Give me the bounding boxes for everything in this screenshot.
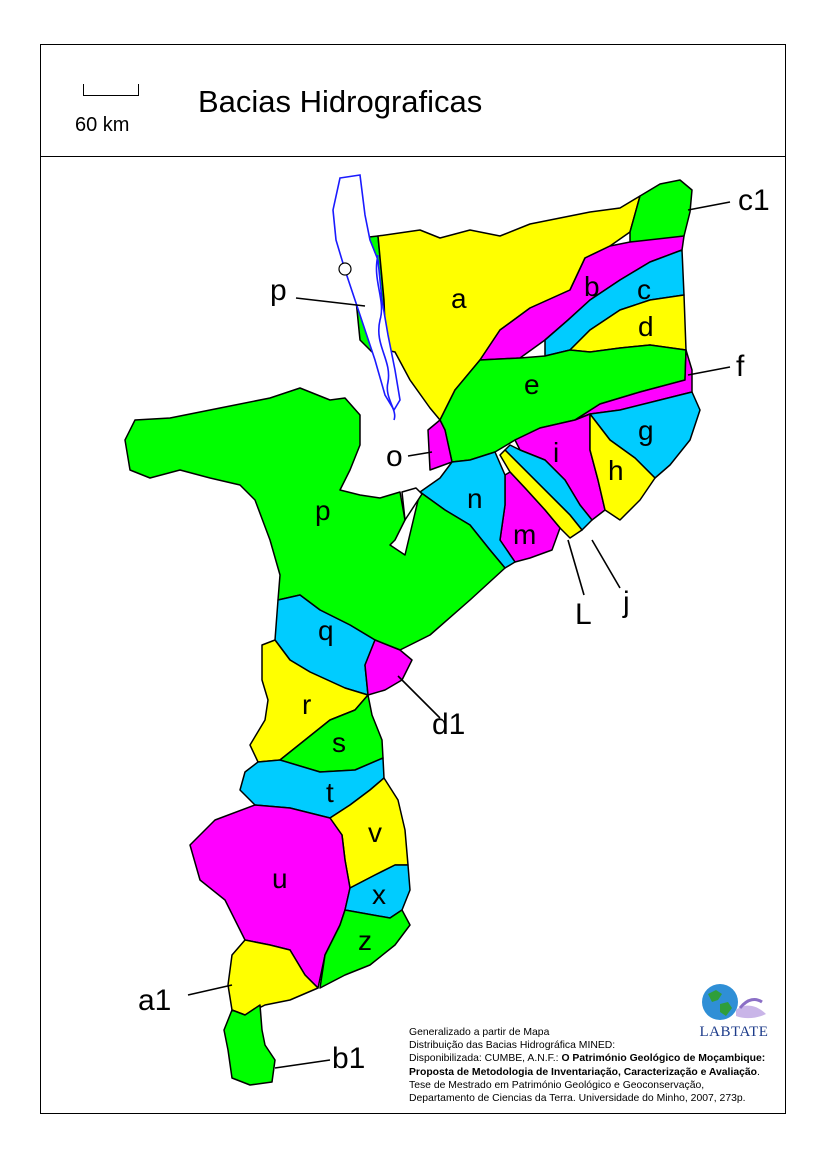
source-line-4: Proposta de Metodologia de Inventariação… xyxy=(409,1066,765,1079)
label-u: u xyxy=(272,863,288,894)
label-n: n xyxy=(467,483,483,514)
labtate-logo: LABTATE xyxy=(686,980,782,1040)
basin-c1[interactable] xyxy=(629,179,693,243)
map-title: Bacias Hidrograficas xyxy=(198,84,483,119)
label-p: p xyxy=(315,495,331,526)
basin-o[interactable] xyxy=(427,419,453,471)
callout-b1: b1 xyxy=(332,1042,365,1075)
label-d: d xyxy=(638,311,654,342)
source-line-2: Distribuição das Bacias Hidrográfica MIN… xyxy=(409,1040,616,1052)
source-line-4-suffix: . xyxy=(757,1066,760,1078)
basin-d1[interactable] xyxy=(364,639,413,696)
label-r: r xyxy=(302,689,311,720)
river-shire xyxy=(375,254,396,421)
source-line-3: Disponibilizada: CUMBE, A.N.F.: O Patrim… xyxy=(409,1052,765,1065)
logo-text: LABTATE xyxy=(699,1024,769,1040)
callout-f: f xyxy=(736,350,745,383)
label-a: a xyxy=(451,283,467,314)
basin-z[interactable] xyxy=(319,909,411,989)
basin-b1[interactable] xyxy=(223,1004,276,1086)
callout-d1: d1 xyxy=(432,708,465,741)
scale-bar xyxy=(83,84,139,96)
source-line-3-bold: O Património Geológico de Moçambique: xyxy=(561,1053,766,1065)
source-note: Generalizado a partir de Mapa Distribuiç… xyxy=(409,1026,765,1105)
basin-h[interactable] xyxy=(589,413,656,521)
source-line-5: Tese de Mestrado em Património Geológico… xyxy=(409,1079,705,1091)
source-line-3-prefix: Disponibilizada: CUMBE, A.N.F.: xyxy=(409,1053,562,1065)
callout-a1: a1 xyxy=(138,984,171,1017)
label-b: b xyxy=(584,271,600,302)
callout-L: L xyxy=(575,598,592,631)
label-v: v xyxy=(368,817,382,848)
label-q: q xyxy=(318,615,334,646)
label-c: c xyxy=(637,274,651,305)
basin-p[interactable] xyxy=(124,387,506,651)
label-x: x xyxy=(372,879,386,910)
callout-c1: c1 xyxy=(738,184,770,217)
label-h: h xyxy=(608,455,624,486)
callout-j: j xyxy=(622,586,630,619)
source-line-1: Generalizado a partir de Mapa xyxy=(409,1027,550,1038)
lake-cahora-bassa xyxy=(401,487,423,521)
globe-icon xyxy=(702,984,766,1020)
callout-o: o xyxy=(386,440,403,473)
source-line-4-bold: Proposta de Metodologia de Inventariação… xyxy=(409,1066,758,1078)
label-t: t xyxy=(326,777,334,808)
label-g: g xyxy=(638,415,654,446)
label-z: z xyxy=(358,925,372,956)
label-i: i xyxy=(553,437,559,468)
label-m: m xyxy=(513,519,536,550)
callout-p-north: p xyxy=(270,274,287,307)
header-divider xyxy=(40,156,786,157)
lake-marker-icon xyxy=(338,262,352,276)
map-frame xyxy=(40,44,786,1114)
source-line-6: Departamento de Ciencias da Terra. Unive… xyxy=(409,1093,746,1105)
label-e: e xyxy=(524,369,540,400)
basin-a1[interactable] xyxy=(227,939,319,1016)
callout-lines xyxy=(187,201,731,1069)
scale-label: 60 km xyxy=(75,114,130,136)
label-s: s xyxy=(332,727,346,758)
